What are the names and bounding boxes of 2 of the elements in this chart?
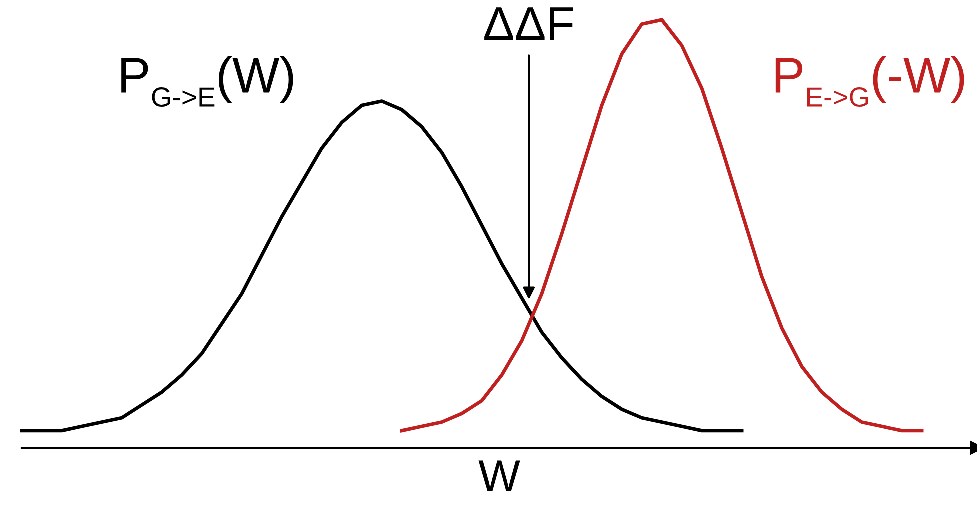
- annotation: ΔΔF: [484, 8, 574, 40]
- x-axis-title: W: [478, 460, 520, 492]
